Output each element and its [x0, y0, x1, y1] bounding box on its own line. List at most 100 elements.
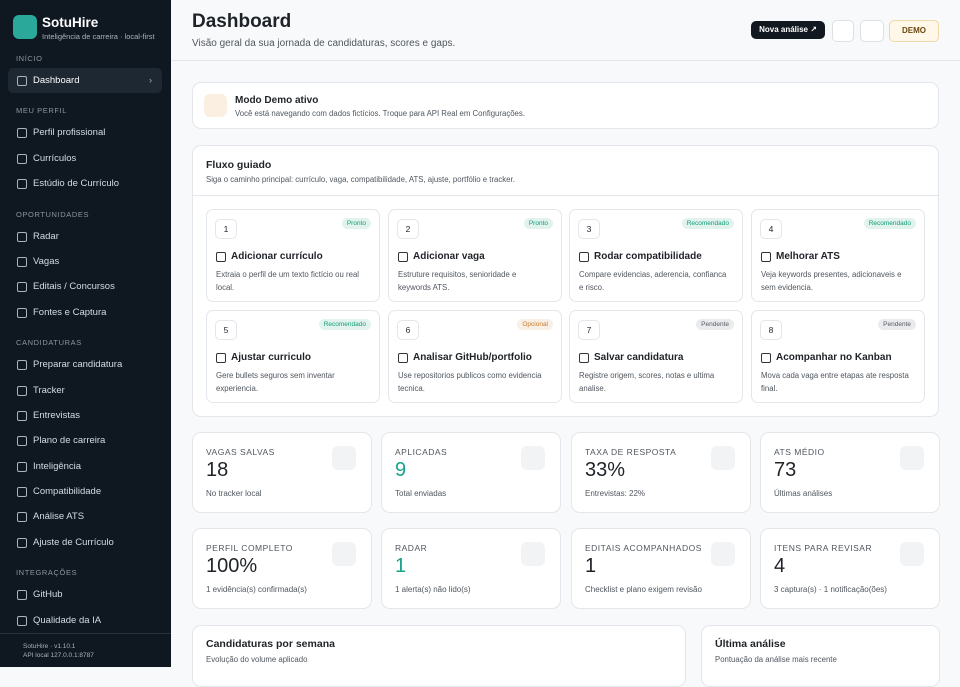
demo-text: Você está navegando com dados fictícios.… — [235, 109, 525, 118]
nav-item-label: Dashboard — [33, 75, 80, 86]
nav-item[interactable]: Qualidade da IA — [8, 608, 162, 633]
step-text: Estruture requisitos, senioridade e keyw… — [398, 270, 517, 292]
nav-section-label: OPORTUNIDADES — [16, 209, 90, 219]
step-text: Use repositorios publicos como evidencia… — [398, 371, 542, 393]
nav-item[interactable]: Inteligência — [8, 454, 162, 479]
step-text: Compare evidencias, aderencia, confianca… — [579, 270, 727, 292]
sidebar-footer: SotuHire · v1.10.1 API local 127.0.0.1:87… — [0, 633, 171, 660]
stat-label: APLICADAS — [395, 447, 448, 457]
help-button[interactable] — [832, 20, 854, 42]
step-icon — [398, 353, 408, 363]
flow-step[interactable]: 7 Pendente Salvar candidatura Registre orig… — [569, 310, 743, 403]
chevron: › — [149, 75, 152, 85]
nav-icon — [17, 590, 27, 601]
stat-note: 1 alerta(s) não lido(s) — [395, 585, 471, 594]
nav-item[interactable]: Vagas — [8, 249, 162, 274]
panel: Última análise Pontuação da análise mais … — [701, 625, 940, 687]
nav-section-label: CANDIDATURAS — [16, 338, 82, 348]
flow-step[interactable]: 2 Pronto Adicionar vaga Estruture requisito… — [388, 209, 562, 302]
step-title: Analisar GitHub/portfolio — [413, 352, 532, 363]
nav-item[interactable]: Tracker — [8, 378, 162, 403]
stat-icon — [332, 446, 356, 470]
flow-step[interactable]: 4 Recomendado Melhorar ATS Veja keywords pr… — [751, 209, 925, 302]
step-number: 5 — [215, 320, 237, 340]
brand-name: SotuHire — [42, 15, 99, 30]
nav-item[interactable]: Fontes e Captura — [8, 300, 162, 325]
nav-section-label: INTEGRAÇÕES — [16, 568, 78, 578]
nav-item-label: Tracker — [33, 384, 65, 396]
nav-item[interactable]: Editais / Concursos — [8, 274, 162, 299]
stat-label: ATS MÉDIO — [774, 447, 825, 457]
stat-value: 1 — [395, 555, 407, 577]
flow-step[interactable]: 3 Recomendado Rodar compatibilidade Compare… — [569, 209, 743, 302]
nav-icon — [17, 410, 27, 421]
flow-title: Fluxo guiado — [206, 159, 272, 171]
flow-step[interactable]: 8 Pendente Acompanhar no Kanban Mova cada v… — [751, 310, 925, 403]
stat-note: Últimas análises — [774, 489, 833, 498]
nav-item-label: Inteligência — [33, 460, 82, 472]
nav-item-label: GitHub — [33, 589, 63, 601]
flow-step[interactable]: 5 Recomendado Ajustar curriculo Gere bullet… — [206, 310, 380, 403]
nav-item[interactable]: Análise ATS — [8, 504, 162, 529]
nav-item[interactable]: Preparar candidatura — [8, 352, 162, 377]
nav-item-label: Editais / Concursos — [33, 281, 115, 293]
step-title: Melhorar ATS — [776, 251, 840, 262]
stat-note: No tracker local — [206, 489, 262, 498]
nav-item[interactable]: GitHub — [8, 582, 162, 607]
brand-tagline: Inteligência de carreira · local-first — [42, 32, 155, 41]
nav-icon — [17, 307, 27, 318]
nav-item-label: Fontes e Captura — [33, 306, 107, 318]
stat-label: EDITAIS ACOMPANHADOS — [585, 543, 702, 553]
demo-badge[interactable]: DEMO — [889, 20, 939, 42]
stat-icon — [521, 542, 545, 566]
stat-card: PERFIL COMPLETO 100% 1 evidência(s) confir… — [192, 528, 372, 609]
stat-note: 1 evidência(s) confirmada(s) — [206, 585, 307, 594]
step-number: 6 — [397, 320, 419, 340]
nav-item-label: Currículos — [33, 152, 77, 164]
nav-item[interactable]: Compatibilidade — [8, 479, 162, 504]
nav-icon — [17, 615, 27, 626]
footer-line: API local 127.0.0.1:8787 — [23, 652, 94, 659]
step-icon — [579, 353, 589, 363]
page-title: Dashboard — [192, 11, 292, 32]
step-title: Ajustar curriculo — [231, 352, 312, 363]
nav-item[interactable]: Ajuste de Currículo — [8, 530, 162, 555]
step-text: Registre origem, scores, notas e ultima … — [579, 371, 715, 393]
flow-divider — [193, 195, 938, 196]
stat-note: Checklist e plano exigem revisão — [585, 585, 702, 594]
demo-title: Modo Demo ativo — [235, 95, 319, 106]
nav-item[interactable]: Entrevistas — [8, 403, 162, 428]
nav-icon — [17, 385, 27, 396]
nav-icon — [17, 512, 27, 523]
nav-icon — [17, 128, 27, 139]
nav-item-label: Plano de carreira — [33, 435, 106, 447]
new-analysis-button[interactable]: Nova análise ↗ — [751, 21, 825, 39]
nav-section-label: INÍCIO — [16, 54, 43, 63]
nav-item[interactable]: Dashboard › — [8, 68, 162, 94]
nav-icon — [17, 487, 27, 498]
flow-step[interactable]: 6 Opcional Analisar GitHub/portfolio Use re… — [388, 310, 562, 403]
nav-item[interactable]: Estúdio de Currículo — [8, 171, 162, 196]
stat-icon — [711, 446, 735, 470]
step-text: Veja keywords presentes, adicionaveis e … — [761, 270, 902, 292]
nav-item[interactable]: Currículos — [8, 146, 162, 171]
nav-icon — [17, 282, 27, 293]
step-badge: Recomendado — [318, 319, 371, 330]
nav-item[interactable]: Plano de carreira — [8, 428, 162, 453]
flow-step[interactable]: 1 Pronto Adicionar currículo Extraia o perf… — [206, 209, 380, 302]
stat-value: 4 — [774, 555, 786, 577]
nav-item[interactable]: Radar — [8, 224, 162, 249]
step-badge: Pendente — [878, 319, 916, 330]
nav-item-label: Vagas — [33, 255, 60, 267]
stat-label: VAGAS SALVAS — [206, 447, 275, 457]
step-badge: Pronto — [523, 218, 553, 229]
brand-logo — [13, 15, 37, 39]
stat-icon — [332, 542, 356, 566]
stat-value: 18 — [206, 459, 229, 481]
stat-value: 1 — [585, 555, 597, 577]
language-button[interactable] — [860, 20, 884, 42]
nav-icon — [17, 537, 27, 548]
stat-card: RADAR 1 1 alerta(s) não lido(s) — [381, 528, 561, 609]
nav-item[interactable]: Perfil profissional — [8, 120, 162, 145]
